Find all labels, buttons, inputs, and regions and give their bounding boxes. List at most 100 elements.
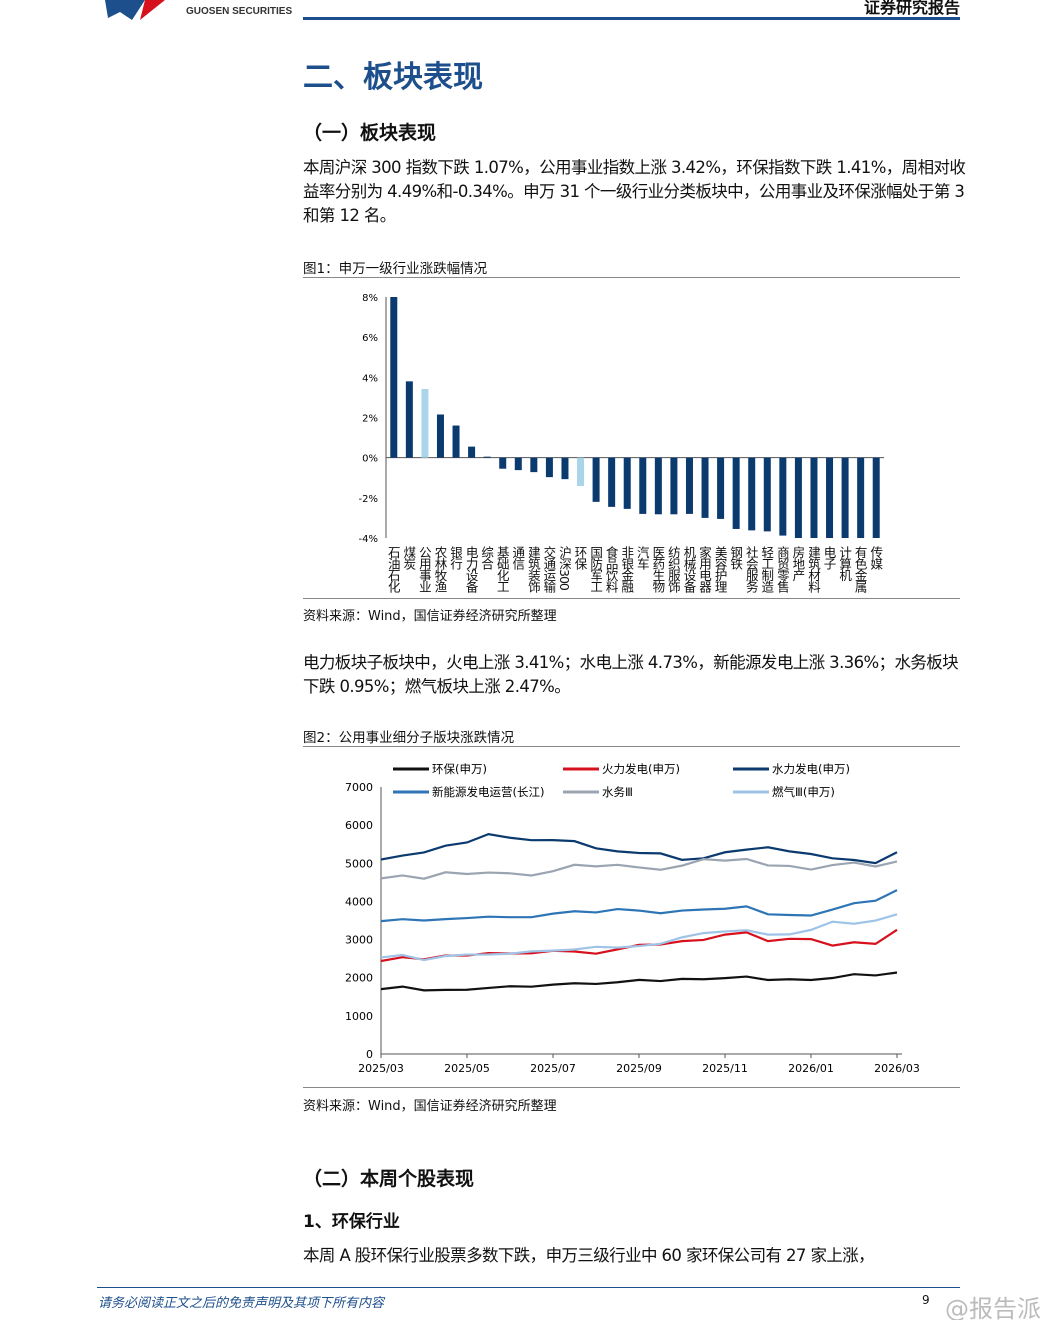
bar	[421, 388, 429, 458]
x-tick-label: 电力设备	[463, 546, 479, 592]
x-tick-label: 公用事业	[416, 546, 432, 592]
series-line	[380, 832, 898, 865]
bar	[732, 457, 740, 529]
y-tick-label: -2%	[359, 494, 378, 505]
y-tick-label: 6000	[345, 819, 373, 832]
bar	[499, 457, 507, 469]
x-tick-label: 2025/11	[702, 1062, 748, 1075]
bar	[826, 457, 834, 538]
x-tick-label: 机械设备	[681, 546, 697, 592]
logo-text: GUOSEN SECURITIES	[186, 6, 293, 17]
bar	[748, 457, 756, 531]
x-tick-label: 纺织服饰	[665, 546, 681, 592]
bar	[857, 457, 865, 538]
y-tick-label: 3000	[345, 934, 373, 947]
bar	[592, 457, 600, 502]
x-tick-label: 农林牧渔	[432, 546, 448, 592]
bar	[639, 457, 647, 514]
subsection-title: （二）本周个股表现	[303, 1168, 475, 1190]
report-type: 证券研究报告	[863, 0, 960, 17]
x-tick-label: 沪深300	[556, 546, 572, 590]
x-tick-label: 银行	[448, 546, 464, 569]
x-tick-label: 2025/07	[530, 1062, 576, 1075]
legend-label: 水务Ⅲ	[602, 785, 633, 799]
divider	[303, 746, 960, 747]
bar	[701, 457, 709, 518]
x-tick-label: 石油石化	[385, 546, 401, 592]
footer-disclaimer: 请务必阅读正文之后的免责声明及其项下所有内容	[98, 1296, 385, 1311]
x-tick-label: 医药生物	[650, 546, 666, 592]
x-tick-label: 计算机	[837, 546, 853, 581]
bar	[514, 457, 522, 471]
figure1-title: 图1：申万一级行业涨跌幅情况	[303, 261, 488, 277]
series-line	[380, 857, 898, 880]
x-tick-label: 建筑材料	[805, 546, 821, 592]
x-tick-label: 社会服务	[743, 546, 759, 592]
divider	[303, 1087, 960, 1088]
figure1-source: 资料来源：Wind，国信证券经济研究所整理	[303, 609, 557, 624]
x-tick-label: 国防军工	[588, 546, 604, 592]
x-tick-label: 美容护理	[712, 546, 728, 592]
y-tick-label: 0%	[362, 454, 378, 465]
x-tick-label: 通信	[510, 546, 526, 569]
x-tick-label: 交通运输	[541, 546, 557, 592]
bar	[623, 457, 631, 509]
figure2-source: 资料来源：Wind，国信证券经济研究所整理	[303, 1099, 557, 1114]
legend-label: 新能源发电运营(长江)	[432, 785, 544, 799]
x-tick-label: 2026/01	[788, 1062, 834, 1075]
y-tick-label: 4%	[362, 373, 378, 384]
watermark: @报告派	[945, 1295, 1041, 1320]
bar-chart: 8% 6% 4% 2% 0% -2% -4%	[359, 293, 884, 545]
x-tick-label: 钢铁	[728, 546, 744, 569]
x-tick-label: 轻工制造	[759, 546, 775, 592]
bar	[530, 457, 538, 473]
bar	[779, 457, 787, 536]
legend-label: 火力发电(申万)	[602, 762, 680, 776]
figure2-title: 图2：公用事业细分子版块涨跌情况	[303, 730, 515, 746]
y-tick-label: 7000	[345, 781, 373, 794]
bar	[390, 297, 398, 458]
footer-divider	[97, 1287, 960, 1288]
x-tick-label: 非银金融	[619, 546, 635, 592]
series-line	[380, 889, 898, 923]
bar	[763, 457, 771, 532]
x-tick-label: 传媒	[868, 546, 884, 569]
x-tick-label: 环保	[572, 546, 588, 569]
series-line	[380, 913, 898, 962]
bar	[685, 457, 693, 514]
x-tick-label: 综合	[479, 546, 495, 569]
bar	[717, 457, 725, 519]
paragraph-summary: 本周沪深 300 指数下跌 1.07%，公用事业指数上涨 3.42%，环保指数下…	[303, 158, 966, 225]
x-tick-label: 煤炭	[401, 546, 417, 569]
line-chart: 0 1000 2000 3000 4000 5000 6000 7000 2025/03 2025…	[345, 762, 920, 1075]
y-tick-label: -4%	[359, 534, 378, 545]
bar	[608, 457, 616, 507]
legend-label: 燃气Ⅲ(申万)	[772, 785, 835, 799]
x-tick-label: 基础化工	[494, 546, 510, 592]
bar	[545, 457, 553, 478]
bar	[794, 457, 802, 538]
x-tick-label: 家用电器	[697, 546, 713, 592]
series-line	[380, 971, 898, 992]
x-tick-label: 房地产	[790, 546, 806, 581]
bar	[654, 457, 662, 515]
divider	[303, 598, 960, 599]
bar	[577, 457, 585, 486]
header-divider	[303, 17, 960, 20]
x-tick-label: 商贸零售	[774, 546, 790, 592]
bar	[483, 456, 491, 458]
x-tick-label: 2025/03	[358, 1062, 404, 1075]
x-tick-label: 建筑装饰	[525, 546, 541, 592]
bar	[405, 381, 413, 458]
page-number: 9	[922, 1293, 930, 1307]
x-tick-label: 有色金属	[852, 546, 868, 592]
bar	[436, 414, 444, 458]
x-tick-label: 2025/09	[616, 1062, 662, 1075]
y-tick-label: 2%	[362, 414, 378, 425]
legend-label: 水力发电(申万)	[772, 762, 850, 776]
bar	[872, 457, 880, 538]
guosen-logo-icon	[105, 0, 165, 20]
y-tick-label: 6%	[362, 333, 378, 344]
y-tick-label: 0	[366, 1048, 373, 1061]
